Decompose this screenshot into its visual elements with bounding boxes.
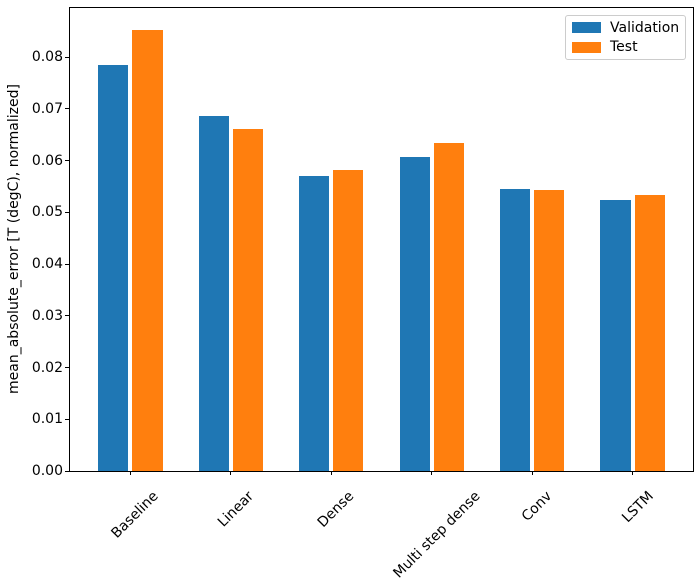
x-tick (330, 471, 332, 475)
bar-test-linear (232, 128, 263, 471)
x-tick-label-conv: Conv (518, 488, 556, 525)
x-tick-label-dense: Dense (314, 488, 358, 531)
x-tick (531, 471, 533, 475)
y-tick-label: 0.00 (31, 463, 63, 479)
bar-validation-baseline (98, 64, 129, 471)
y-tick (65, 418, 69, 420)
x-tick-label-baseline: Baseline (108, 488, 163, 542)
y-axis-label: mean_absolute_error [T (degC), normalize… (6, 84, 22, 394)
y-tick-label: 0.08 (31, 49, 63, 66)
bar-validation-multi-step-dense (399, 157, 430, 471)
bar-validation-dense (299, 175, 330, 471)
legend-label-test: Test (610, 39, 638, 56)
legend-swatch-test-icon (572, 41, 601, 53)
x-tick (129, 471, 131, 475)
bar-test-multi-step-dense (433, 143, 464, 471)
y-tick (65, 315, 69, 317)
y-tick-label: 0.02 (31, 359, 63, 376)
y-tick (65, 470, 69, 472)
bar-validation-conv (499, 189, 531, 471)
x-tick (632, 471, 634, 475)
bar-test-conv (534, 190, 565, 471)
bar-validation-linear (198, 116, 229, 471)
y-tick-label: 0.04 (31, 256, 63, 273)
y-tick (65, 263, 69, 265)
legend-swatch-validation-icon (572, 22, 601, 34)
x-tick-label-linear: Linear (214, 488, 257, 531)
bar-test-dense (333, 169, 364, 471)
y-tick-label: 0.05 (31, 204, 63, 221)
y-tick (65, 56, 69, 58)
y-tick-label: 0.03 (31, 307, 63, 324)
bar-test-lstm (634, 195, 665, 471)
y-tick (65, 108, 69, 110)
bar-test-baseline (132, 30, 163, 471)
y-tick (65, 367, 69, 369)
x-tick-label-lstm: LSTM (618, 488, 657, 527)
y-tick-label: 0.07 (31, 100, 63, 117)
y-tick-label: 0.06 (31, 152, 63, 169)
legend-entry-test: Test (572, 38, 679, 56)
y-tick (65, 211, 69, 213)
x-tick (230, 471, 232, 475)
legend-label-validation: Validation (610, 19, 680, 36)
y-tick-label: 0.01 (31, 411, 63, 428)
x-tick-label-multi-step-dense: Multi step dense (390, 488, 484, 582)
legend: Validation Test (565, 15, 686, 60)
legend-entry-validation: Validation (572, 19, 679, 37)
x-tick (431, 471, 433, 475)
bar-validation-lstm (600, 199, 631, 471)
plot-area (69, 7, 694, 472)
y-tick (65, 160, 69, 162)
